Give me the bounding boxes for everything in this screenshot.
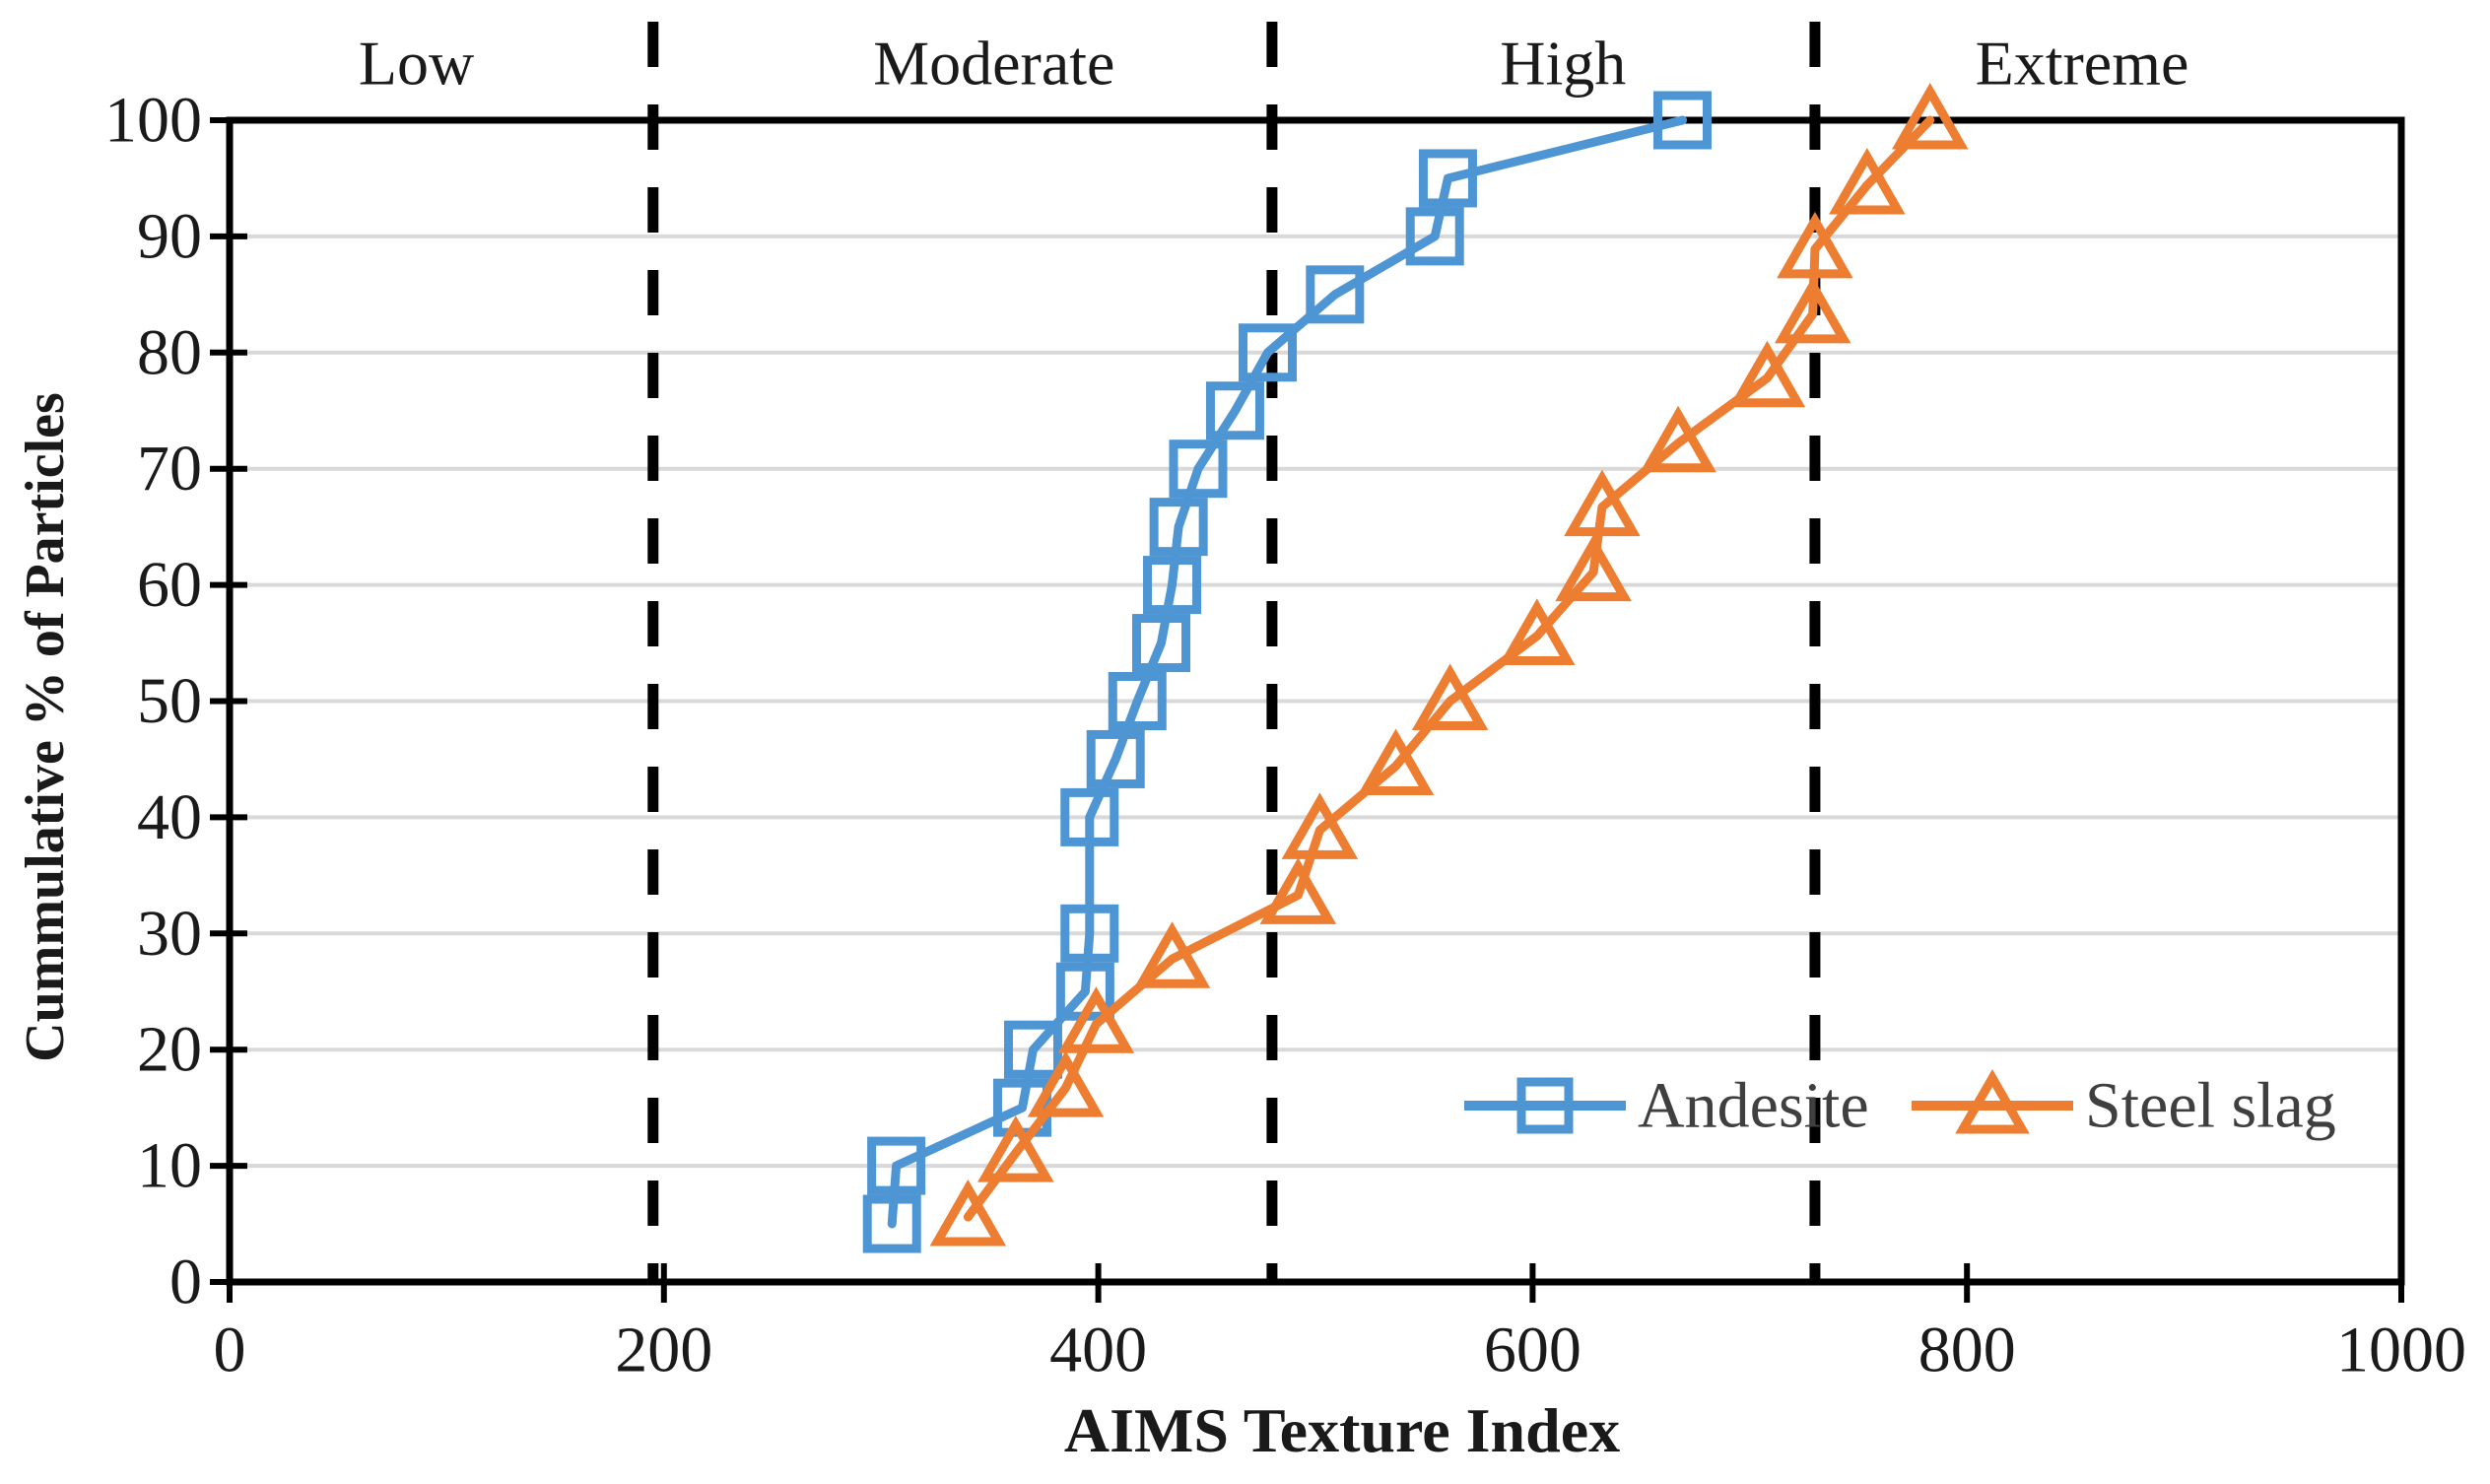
steel-slag-marker bbox=[1259, 857, 1337, 924]
steel-slag-marker bbox=[1555, 534, 1632, 602]
x-tick-label-200: 200 bbox=[615, 1315, 712, 1386]
steel-slag-marker bbox=[1564, 469, 1641, 537]
y-tick-label-20: 20 bbox=[137, 1014, 202, 1086]
x-tick-label-0: 0 bbox=[214, 1315, 246, 1386]
andesite-marker bbox=[1060, 904, 1119, 963]
y-axis-title: Cummulative % of Particles bbox=[15, 392, 76, 1062]
andesite-marker bbox=[1205, 381, 1264, 440]
y-tick-label-10: 10 bbox=[137, 1130, 202, 1202]
x-axis-title: AIMS Texture Index bbox=[1063, 1395, 1621, 1465]
legend-steel-slag-label: Steel slag bbox=[2085, 1070, 2336, 1142]
legend-steel-slag-marker bbox=[1955, 1068, 2030, 1134]
steel-slag-marker bbox=[1728, 340, 1806, 408]
steel-slag-marker bbox=[1057, 986, 1135, 1053]
y-tick-label-90: 90 bbox=[137, 200, 202, 272]
y-tick-label-70: 70 bbox=[137, 433, 202, 505]
y-tick-label-60: 60 bbox=[137, 549, 202, 621]
andesite-marker bbox=[862, 1194, 921, 1253]
zone-label-moderate: Moderate bbox=[873, 29, 1114, 99]
andesite-marker bbox=[1003, 1020, 1062, 1079]
zone-label-low: Low bbox=[359, 29, 474, 99]
x-tick-label-800: 800 bbox=[1918, 1315, 2016, 1386]
y-tick-label-30: 30 bbox=[137, 898, 202, 970]
andesite-marker bbox=[1132, 614, 1191, 673]
andesite-marker bbox=[1149, 498, 1208, 557]
andesite-marker bbox=[1086, 729, 1145, 788]
zone-label-high: High bbox=[1500, 29, 1626, 99]
steel-slag-marker bbox=[1774, 276, 1851, 344]
legend-andesite-label: Andesite bbox=[1638, 1070, 1869, 1142]
y-tick-label-80: 80 bbox=[137, 316, 202, 388]
steel-slag-line bbox=[963, 115, 1935, 1222]
y-tick-label-40: 40 bbox=[137, 781, 202, 853]
legend-item-steel-slag: Steel slag bbox=[1912, 1068, 2336, 1142]
steel-slag-marker bbox=[1777, 211, 1853, 279]
steel-slag-marker bbox=[1411, 663, 1489, 730]
andesite-marker bbox=[1060, 787, 1119, 846]
steel-slag-marker bbox=[977, 1115, 1054, 1182]
zone-label-extreme: Extreme bbox=[1976, 29, 2189, 99]
andesite-marker bbox=[1306, 265, 1365, 324]
steel-slag-marker bbox=[1499, 598, 1576, 665]
steel-slag-marker bbox=[1640, 405, 1716, 473]
andesite-marker bbox=[1108, 672, 1167, 730]
andesite-marker bbox=[1405, 207, 1464, 266]
y-tick-label-50: 50 bbox=[137, 665, 202, 737]
steel-slag-marker bbox=[1829, 147, 1906, 215]
x-tick-label-400: 400 bbox=[1049, 1315, 1147, 1386]
andesite-marker bbox=[1418, 149, 1477, 208]
y-tick-label-100: 100 bbox=[104, 85, 202, 157]
steel-slag-marker bbox=[1281, 792, 1359, 859]
andesite-marker bbox=[1143, 556, 1202, 615]
andesite-line bbox=[887, 115, 1687, 1229]
andesite-marker bbox=[867, 1136, 926, 1195]
legend-item-andesite: Andesite bbox=[1464, 1070, 1869, 1142]
steel-slag-marker bbox=[1133, 921, 1211, 988]
x-tick-label-1000: 1000 bbox=[2336, 1315, 2466, 1386]
andesite-marker bbox=[1169, 439, 1228, 499]
steel-slag-marker bbox=[1357, 728, 1435, 796]
andesite-marker bbox=[1652, 91, 1712, 150]
y-tick-label-0: 0 bbox=[169, 1247, 202, 1318]
steel-slag-marker bbox=[1027, 1050, 1105, 1117]
x-tick-label-600: 600 bbox=[1484, 1315, 1581, 1386]
legend-andesite-marker bbox=[1516, 1077, 1574, 1134]
steel-slag-marker bbox=[1891, 82, 1969, 150]
andesite-marker bbox=[1239, 323, 1298, 382]
steel-slag-marker bbox=[929, 1179, 1007, 1247]
